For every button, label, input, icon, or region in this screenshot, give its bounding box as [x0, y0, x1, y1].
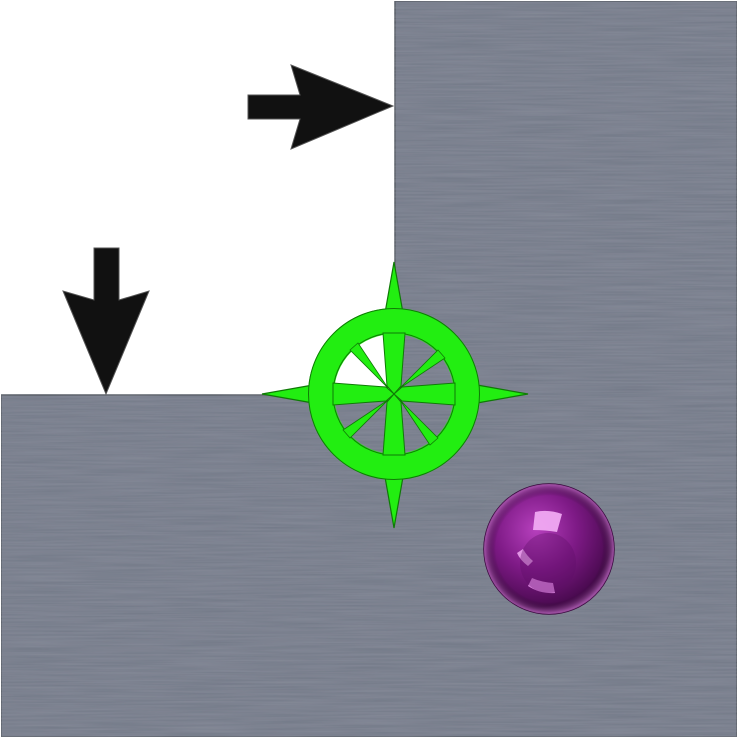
crosshair-target-icon[interactable] [261, 261, 529, 529]
arrow-right-icon [247, 64, 395, 150]
arrow-down-icon [62, 247, 150, 396]
marble-ball[interactable] [483, 483, 615, 615]
